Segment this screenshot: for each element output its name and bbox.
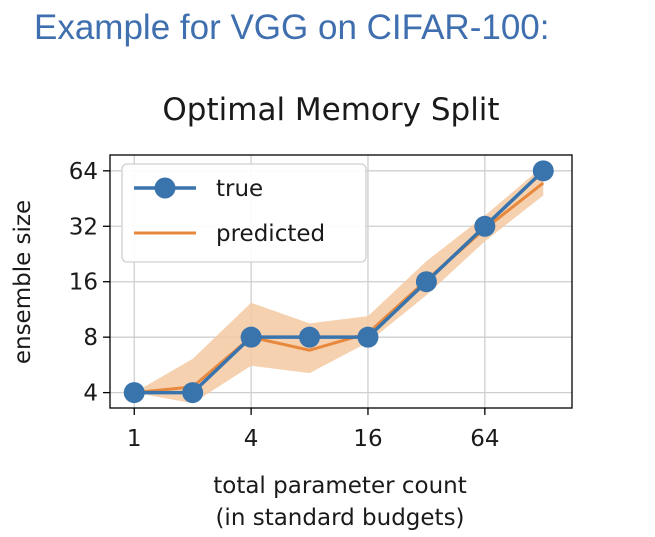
true-line — [134, 169, 545, 395]
true-point — [299, 326, 321, 348]
x-tick-label: 4 — [244, 426, 259, 452]
legend: true predicted — [121, 163, 367, 263]
page-heading: Example for VGG on CIFAR-100: — [34, 8, 550, 47]
x-axis-label-line2: (in standard budgets) — [215, 505, 464, 531]
legend-true-marker — [154, 177, 176, 199]
true-point — [474, 215, 496, 237]
chart-title: Optimal Memory Split — [162, 92, 499, 128]
legend-true-label: true — [216, 176, 263, 202]
y-tick-label: 16 — [69, 270, 98, 296]
x-tick-label: 64 — [470, 426, 499, 452]
true-markers — [123, 160, 554, 404]
true-point — [415, 271, 437, 293]
y-axis-label: ensemble size — [10, 200, 36, 364]
true-point — [182, 382, 204, 404]
series-lines — [134, 169, 545, 395]
true-point — [123, 382, 145, 404]
true-point — [357, 326, 379, 348]
y-tick-label: 8 — [83, 325, 98, 351]
predicted-band — [134, 165, 544, 404]
predicted-confidence-band — [134, 165, 544, 404]
x-tick-label: 16 — [353, 426, 382, 452]
y-tick-label: 64 — [69, 159, 98, 185]
true-point — [532, 160, 554, 182]
legend-predicted-label: predicted — [216, 221, 325, 247]
y-tick-label: 32 — [69, 214, 98, 240]
ticks: 1 4 16 64 4 8 16 32 64 — [69, 159, 500, 452]
true-point — [240, 326, 262, 348]
x-tick-label: 1 — [127, 426, 142, 452]
y-tick-label: 4 — [83, 381, 98, 407]
x-axis-label: total parameter count — [213, 473, 467, 499]
